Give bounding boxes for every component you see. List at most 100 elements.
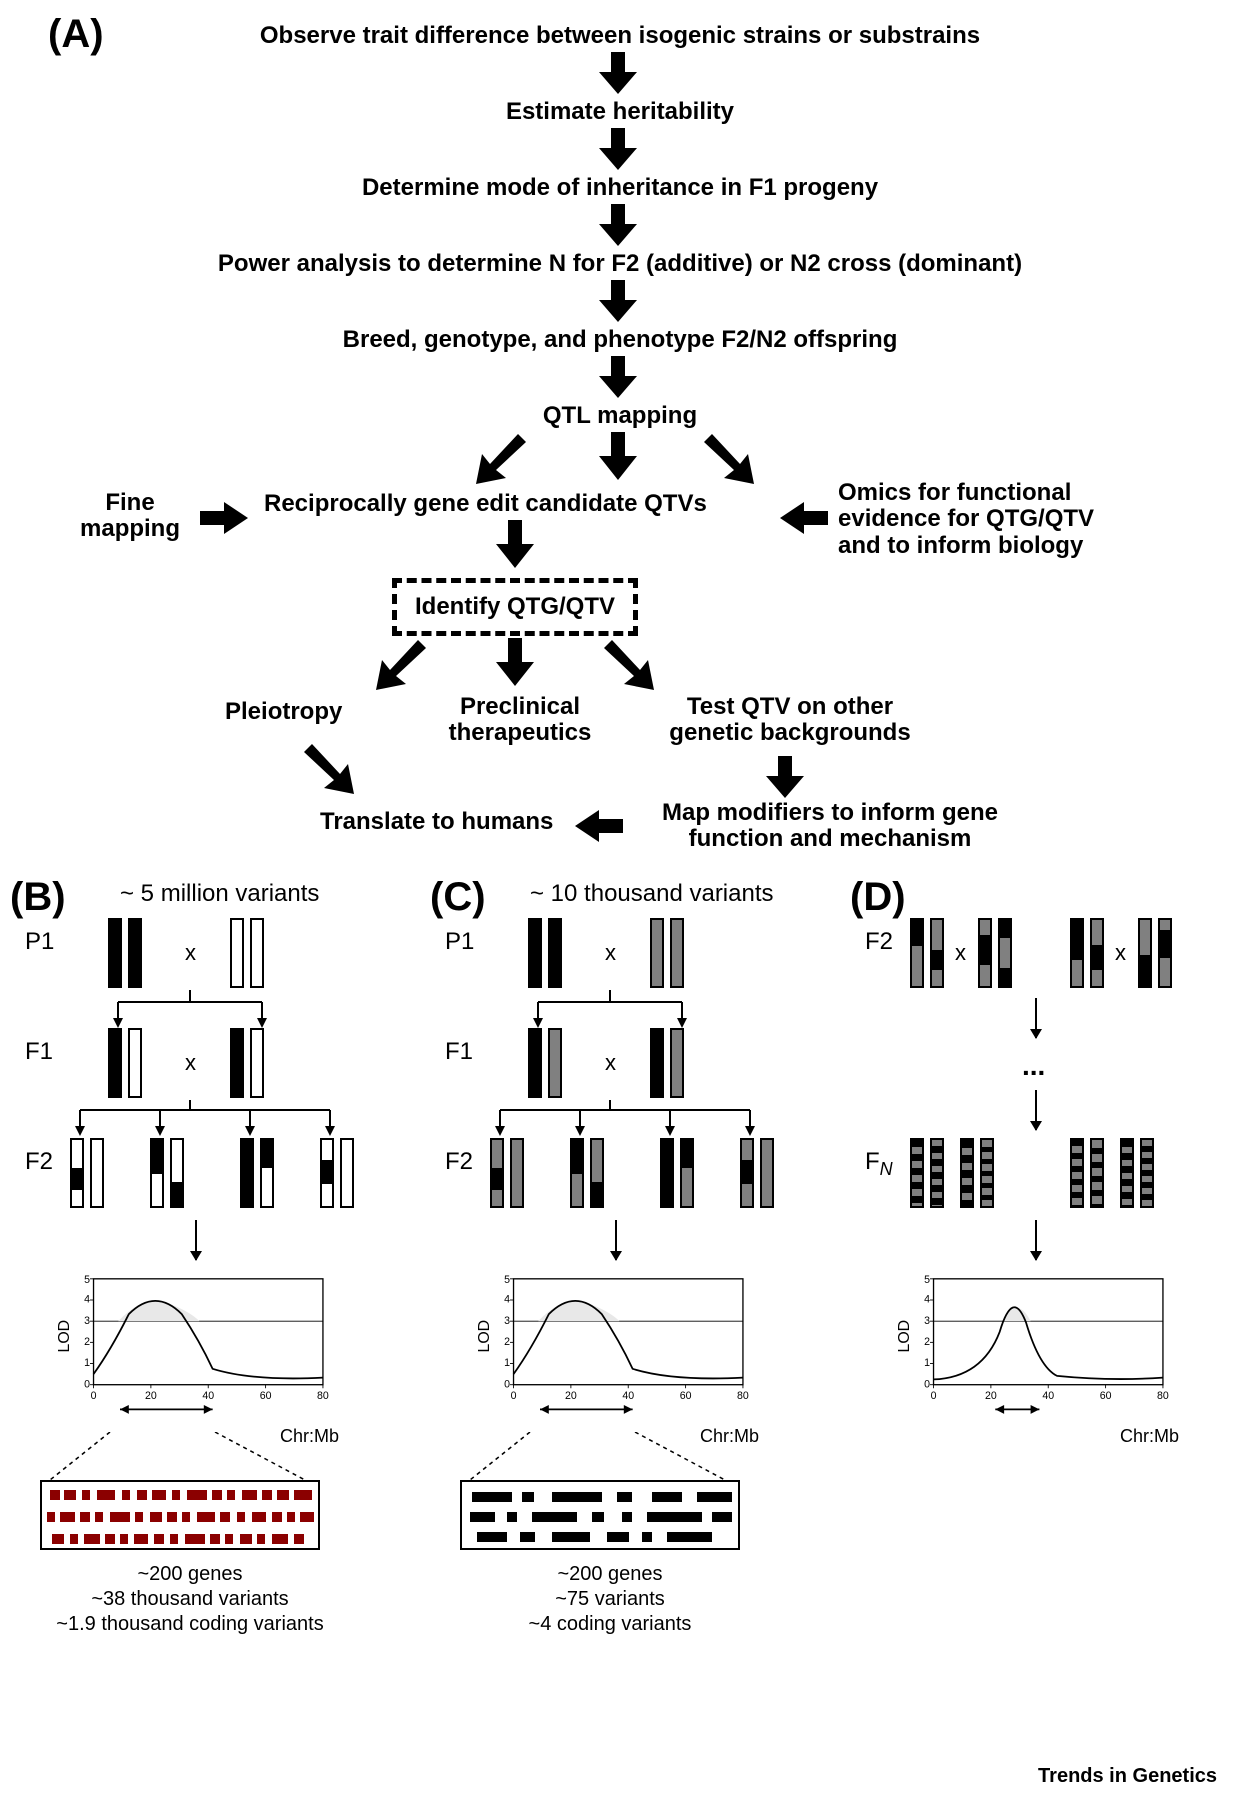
svg-text:2: 2 [84, 1336, 90, 1348]
chromosome [910, 918, 924, 988]
panel-b-header: ~ 5 million variants [120, 880, 319, 908]
svg-text:0: 0 [84, 1378, 90, 1390]
dashed-connector [50, 1432, 310, 1482]
chromosome [230, 1028, 244, 1098]
chromosome [230, 918, 244, 988]
arrow-down-icon [1035, 1090, 1037, 1130]
svg-text:80: 80 [737, 1390, 749, 1402]
svg-text:60: 60 [260, 1390, 272, 1402]
svg-text:3: 3 [924, 1315, 930, 1327]
arrow-down-icon [593, 128, 643, 172]
identify-box: Identify QTG/QTV [392, 578, 638, 636]
chromosome [760, 1138, 774, 1208]
svg-text:0: 0 [504, 1378, 510, 1390]
chromosome [108, 918, 122, 988]
cross-symbol: x [1115, 940, 1126, 966]
arrow-left-icon [780, 498, 830, 538]
chromosome [930, 918, 944, 988]
chromosome [1090, 1138, 1104, 1208]
gen-f1-b: F1 [25, 1038, 53, 1066]
flow-omics: Omics for functional evidence for QTG/QT… [838, 480, 1178, 559]
gen-f2-b: F2 [25, 1148, 53, 1176]
arrow-left-icon [575, 806, 625, 846]
flow-reciprocal: Reciprocally gene edit candidate QTVs [264, 490, 707, 518]
cross-symbol: x [955, 940, 966, 966]
chromosome [650, 1028, 664, 1098]
svg-text:60: 60 [1100, 1390, 1112, 1402]
svg-text:5: 5 [504, 1274, 510, 1286]
flow-pleiotropy: Pleiotropy [225, 698, 342, 726]
chromosome [240, 1138, 254, 1208]
svg-text:20: 20 [565, 1390, 577, 1402]
panel-label-b: (B) [10, 875, 66, 920]
chromosome [978, 918, 992, 988]
cross-symbol: x [605, 1050, 616, 1076]
branch-line [510, 990, 730, 1030]
arrow-down-left-icon [470, 430, 530, 490]
chromosome [490, 1138, 504, 1208]
chromosome [590, 1138, 604, 1208]
cross-symbol: x [185, 940, 196, 966]
arrow-down-icon [195, 1220, 197, 1260]
gen-f2-d: F2 [865, 928, 893, 956]
svg-text:LOD: LOD [896, 1320, 913, 1353]
lod-plot-b: 012 345 020406080 LOD [40, 1270, 350, 1420]
gen-fn-d: FN [865, 1148, 893, 1180]
chromosome [170, 1138, 184, 1208]
flow-step-6: QTL mapping [130, 402, 1110, 430]
chromosome [670, 1028, 684, 1098]
svg-text:4: 4 [924, 1294, 930, 1306]
gen-f2-c: F2 [445, 1148, 473, 1176]
svg-text:0: 0 [511, 1390, 517, 1402]
svg-text:40: 40 [202, 1390, 214, 1402]
chromosome [1140, 1138, 1154, 1208]
arrow-down-icon [760, 756, 810, 800]
svg-text:2: 2 [924, 1336, 930, 1348]
chromosome [650, 918, 664, 988]
lod-plot-c: 012 345 020406080 LOD [460, 1270, 770, 1420]
flow-step-3: Determine mode of inheritance in F1 prog… [130, 174, 1110, 202]
footer-citation: Trends in Genetics [1038, 1765, 1217, 1788]
chromosome [910, 1138, 924, 1208]
chromosome [1158, 918, 1172, 988]
x-axis-label: Chr:Mb [1120, 1426, 1179, 1447]
svg-text:LOD: LOD [476, 1320, 493, 1353]
flow-fine-mapping: Fine mapping [60, 490, 200, 543]
arrow-right-icon [200, 498, 250, 538]
chromosome [340, 1138, 354, 1208]
chromosome [1120, 1138, 1134, 1208]
chromosome [510, 1138, 524, 1208]
svg-text:20: 20 [985, 1390, 997, 1402]
svg-text:1: 1 [924, 1357, 930, 1369]
arrow-down-icon [615, 1220, 617, 1260]
panel-label-a: (A) [48, 12, 104, 57]
flow-translate: Translate to humans [320, 808, 553, 836]
svg-text:2: 2 [504, 1336, 510, 1348]
svg-text:0: 0 [924, 1378, 930, 1390]
arrow-down-icon [593, 52, 643, 96]
chromosome [528, 918, 542, 988]
svg-text:4: 4 [84, 1294, 90, 1306]
ellipsis: ... [1022, 1050, 1045, 1082]
chromosome [1138, 918, 1152, 988]
chromosome [570, 1138, 584, 1208]
chromosome [1070, 1138, 1084, 1208]
chromosome [108, 1028, 122, 1098]
cross-symbol: x [185, 1050, 196, 1076]
svg-text:3: 3 [84, 1315, 90, 1327]
arrow-down-icon [593, 204, 643, 248]
svg-text:80: 80 [1157, 1390, 1169, 1402]
svg-text:LOD: LOD [56, 1320, 73, 1353]
variant-box-b [40, 1480, 320, 1550]
svg-text:5: 5 [84, 1274, 90, 1286]
svg-text:1: 1 [504, 1357, 510, 1369]
chromosome [998, 918, 1012, 988]
svg-text:40: 40 [622, 1390, 634, 1402]
svg-text:3: 3 [504, 1315, 510, 1327]
chromosome [930, 1138, 944, 1208]
flow-modifiers: Map modifiers to inform gene function an… [630, 800, 1030, 853]
chromosome [740, 1138, 754, 1208]
chromosome [680, 1138, 694, 1208]
chromosome [128, 918, 142, 988]
arrow-down-right-icon [700, 430, 760, 490]
